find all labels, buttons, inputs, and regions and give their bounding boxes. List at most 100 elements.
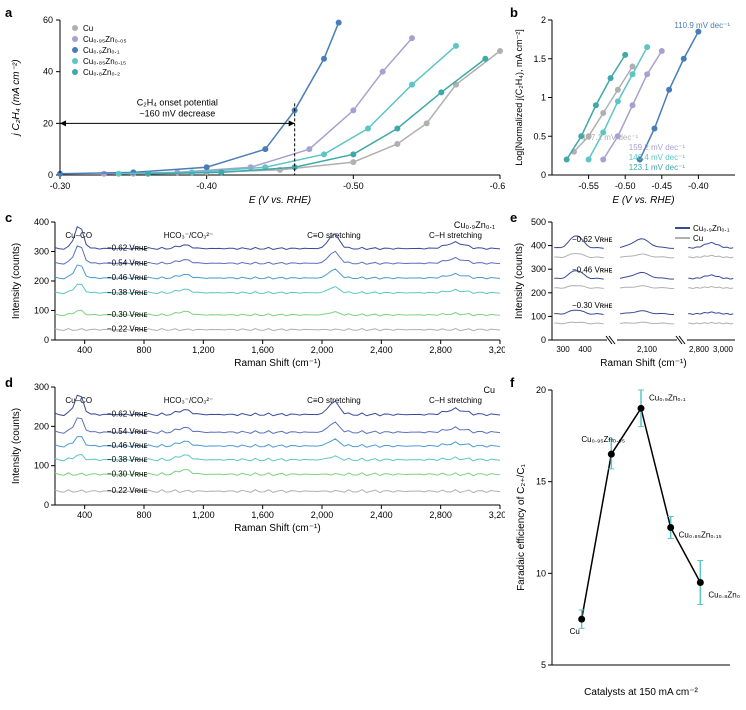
svg-text:500: 500 <box>531 217 546 227</box>
svg-text:-0.30: -0.30 <box>50 181 71 191</box>
svg-text:Cu₀.₈Zn₀.₂: Cu₀.₈Zn₀.₂ <box>708 591 740 600</box>
svg-text:1,600: 1,600 <box>251 510 274 520</box>
svg-text:400: 400 <box>578 345 592 354</box>
svg-text:−0.62 Vʀʜᴇ: −0.62 Vʀʜᴇ <box>107 244 148 253</box>
chart-a: -0.30-0.40-0.50-0.600204060E (V vs. RHE)… <box>5 5 505 205</box>
svg-text:Cu₀.₉Zn₀.₁: Cu₀.₉Zn₀.₁ <box>83 46 120 55</box>
svg-text:−0.46 Vʀʜᴇ: −0.46 Vʀʜᴇ <box>572 266 613 275</box>
svg-text:800: 800 <box>136 510 151 520</box>
svg-text:146.4 mV dec⁻¹: 146.4 mV dec⁻¹ <box>629 153 686 162</box>
svg-text:-0.55: -0.55 <box>578 181 599 191</box>
panel-a-label: a <box>5 5 12 20</box>
svg-text:Cu: Cu <box>693 234 703 243</box>
svg-text:~160 mV decrease: ~160 mV decrease <box>139 108 215 118</box>
svg-text:3,200: 3,200 <box>489 510 505 520</box>
svg-text:Cu–CO: Cu–CO <box>65 231 92 240</box>
panel-e-label: e <box>510 210 517 225</box>
svg-text:−0.22 Vʀʜᴇ: −0.22 Vʀʜᴇ <box>107 486 148 495</box>
chart-d: 4008001,2001,6002,0002,4002,8003,2000100… <box>5 375 505 535</box>
svg-text:159.2 mV dec⁻¹: 159.2 mV dec⁻¹ <box>629 143 686 152</box>
svg-text:300: 300 <box>531 264 546 274</box>
svg-text:1: 1 <box>541 93 546 103</box>
svg-text:300: 300 <box>556 345 570 354</box>
svg-text:800: 800 <box>136 345 151 355</box>
panel-c-label: c <box>5 210 12 225</box>
svg-text:1,200: 1,200 <box>192 345 215 355</box>
svg-text:Cu–CO: Cu–CO <box>65 396 92 405</box>
svg-text:Intensity (counts): Intensity (counts) <box>11 408 22 484</box>
svg-text:2,800: 2,800 <box>429 510 452 520</box>
svg-text:110.9 mV dec⁻¹: 110.9 mV dec⁻¹ <box>674 21 730 30</box>
svg-text:E (V vs. RHE): E (V vs. RHE) <box>249 195 311 205</box>
svg-text:Faradaic efficiency of C₂₊/C₁: Faradaic efficiency of C₂₊/C₁ <box>516 463 527 590</box>
svg-text:100: 100 <box>34 306 49 316</box>
svg-text:−0.38 Vʀʜᴇ: −0.38 Vʀʜᴇ <box>107 455 148 464</box>
svg-text:400: 400 <box>34 217 49 227</box>
panel-f-label: f <box>510 375 514 390</box>
svg-text:j C₂H₄ (mA cm⁻²): j C₂H₄ (mA cm⁻²) <box>11 59 22 137</box>
panel-d-label: d <box>5 375 13 390</box>
svg-text:100: 100 <box>531 311 546 321</box>
svg-text:Cu₀.₈₅Zn₀.₁₅: Cu₀.₈₅Zn₀.₁₅ <box>83 57 126 66</box>
svg-text:-0.50: -0.50 <box>343 181 364 191</box>
panel-e: e 01002003004005003004002,1002,8003,000R… <box>510 210 740 370</box>
svg-text:−0.46 Vʀʜᴇ: −0.46 Vʀʜᴇ <box>107 441 148 450</box>
svg-text:Cu₀.₉₅Zn₀.₀₅: Cu₀.₉₅Zn₀.₀₅ <box>83 35 127 44</box>
svg-text:3,000: 3,000 <box>713 345 734 354</box>
svg-text:C≡O stretching: C≡O stretching <box>307 396 361 405</box>
svg-text:15: 15 <box>536 477 546 487</box>
svg-text:3,200: 3,200 <box>489 345 505 355</box>
svg-text:Cu₀.₉₅Zn₀.₀₅: Cu₀.₉₅Zn₀.₀₅ <box>581 435 625 444</box>
svg-text:300: 300 <box>34 247 49 257</box>
svg-text:-0.50: -0.50 <box>615 181 636 191</box>
svg-text:C≡O stretching: C≡O stretching <box>307 231 361 240</box>
svg-text:-0.40: -0.40 <box>196 181 217 191</box>
svg-text:0: 0 <box>541 335 546 345</box>
svg-text:400: 400 <box>77 345 92 355</box>
svg-text:Cu: Cu <box>570 627 580 636</box>
chart-f: 5101520Catalysts at 150 mA cm⁻²Faradaic … <box>510 375 740 705</box>
svg-text:Intensity (counts): Intensity (counts) <box>11 243 22 319</box>
svg-text:Cu₀.₉Zn₀.₁: Cu₀.₉Zn₀.₁ <box>454 220 495 230</box>
svg-text:Raman Shift (cm⁻¹): Raman Shift (cm⁻¹) <box>234 358 320 369</box>
svg-text:−0.54 Vʀʜᴇ: −0.54 Vʀʜᴇ <box>107 427 148 436</box>
svg-text:-0.60: -0.60 <box>490 181 505 191</box>
svg-text:Log[Normalized j(C₂H₄), mA cm⁻: Log[Normalized j(C₂H₄), mA cm⁻²] <box>514 29 524 165</box>
svg-text:0.5: 0.5 <box>533 131 546 141</box>
svg-text:-0.40: -0.40 <box>688 181 709 191</box>
svg-text:−0.22 Vʀʜᴇ: −0.22 Vʀʜᴇ <box>107 325 148 334</box>
svg-text:−0.62 Vʀʜᴇ: −0.62 Vʀʜᴇ <box>107 410 148 419</box>
svg-text:1,200: 1,200 <box>192 510 215 520</box>
svg-text:400: 400 <box>531 241 546 251</box>
svg-text:−0.54 Vʀʜᴇ: −0.54 Vʀʜᴇ <box>107 258 148 267</box>
svg-text:20: 20 <box>536 385 546 395</box>
panel-a: a -0.30-0.40-0.50-0.600204060E (V vs. RH… <box>5 5 505 205</box>
svg-text:−0.62 Vʀʜᴇ: −0.62 Vʀʜᴇ <box>572 235 613 244</box>
svg-text:1.5: 1.5 <box>533 54 546 64</box>
svg-text:C₂H₄ onset potential: C₂H₄ onset potential <box>137 97 218 107</box>
svg-text:0: 0 <box>44 500 49 510</box>
svg-text:200: 200 <box>34 276 49 286</box>
svg-text:Cu₀.₉Zn₀.₁: Cu₀.₉Zn₀.₁ <box>693 224 730 233</box>
svg-text:200: 200 <box>531 288 546 298</box>
svg-text:-0.45: -0.45 <box>652 181 673 191</box>
panel-d: d 4008001,2001,6002,0002,4002,8003,20001… <box>5 375 505 535</box>
panel-b: b -0.55-0.50-0.45-0.4000.511.52E (V vs. … <box>510 5 740 205</box>
svg-text:Raman Shift (cm⁻¹): Raman Shift (cm⁻¹) <box>600 358 686 369</box>
svg-text:Raman Shift (cm⁻¹): Raman Shift (cm⁻¹) <box>234 523 320 534</box>
chart-c: 4008001,2001,6002,0002,4002,8003,2000100… <box>5 210 505 370</box>
svg-text:2: 2 <box>541 15 546 25</box>
svg-text:HCO₃⁻/CO₃²⁻: HCO₃⁻/CO₃²⁻ <box>164 396 214 405</box>
svg-text:0: 0 <box>541 170 546 180</box>
svg-text:2,400: 2,400 <box>370 345 393 355</box>
svg-text:2,000: 2,000 <box>311 345 334 355</box>
svg-text:0: 0 <box>48 170 53 180</box>
panel-c: c 4008001,2001,6002,0002,4002,8003,20001… <box>5 210 505 370</box>
svg-text:−0.30 Vʀʜᴇ: −0.30 Vʀʜᴇ <box>107 469 148 478</box>
svg-text:200: 200 <box>34 421 49 431</box>
svg-text:1,600: 1,600 <box>251 345 274 355</box>
svg-text:300: 300 <box>34 382 49 392</box>
svg-text:Intensity (counts): Intensity (counts) <box>514 243 525 319</box>
svg-text:−0.30 Vʀʜᴇ: −0.30 Vʀʜᴇ <box>107 310 148 319</box>
svg-text:400: 400 <box>77 510 92 520</box>
